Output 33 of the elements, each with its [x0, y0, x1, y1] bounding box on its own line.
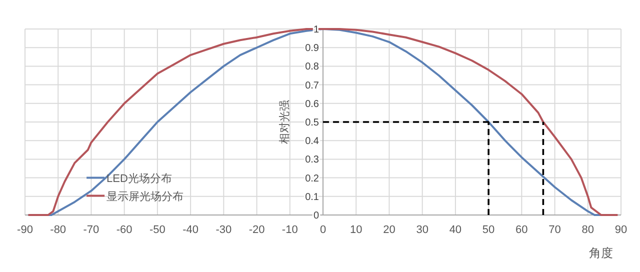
- y-tick-label: 0.9: [305, 43, 320, 54]
- x-tick-label: 10: [350, 224, 362, 236]
- x-tick-label: 60: [516, 224, 528, 236]
- x-tick-label: -60: [116, 224, 132, 236]
- x-tick-label: -50: [149, 224, 166, 236]
- y-tick-label: 0.4: [305, 136, 320, 148]
- x-tick-label: -40: [182, 224, 199, 236]
- x-tick-label: 20: [383, 224, 396, 236]
- x-tick-label: 30: [416, 224, 428, 236]
- x-tick-label: -30: [216, 224, 232, 236]
- y-tick-label: 0.3: [305, 154, 320, 166]
- x-tick-label: 70: [548, 224, 561, 236]
- y-tick-label: 0.7: [305, 80, 320, 92]
- y-tick-label: 0: [313, 210, 320, 222]
- y-tick-label: 0.8: [305, 62, 320, 73]
- y-tick-label: 1: [313, 24, 320, 36]
- x-tick-label: -10: [282, 224, 298, 236]
- x-tick-label: 50: [482, 224, 495, 236]
- y-axis-title: 相对光强: [278, 100, 291, 144]
- x-tick-label: 90: [614, 224, 628, 236]
- x-tick-label: -20: [248, 224, 265, 236]
- y-tick-label: 0.5: [305, 118, 320, 128]
- legend-label: LED光场分布: [106, 172, 172, 185]
- x-axis-title: 角度: [589, 246, 613, 260]
- x-tick-label: -90: [17, 224, 33, 236]
- x-tick-label: -70: [83, 224, 100, 236]
- y-tick-label: 0.1: [305, 192, 320, 203]
- x-tick-label: -80: [50, 224, 66, 236]
- x-tick-label: 80: [582, 224, 594, 236]
- x-tick-label: 40: [449, 224, 462, 236]
- legend-label: 显示屏光场分布: [106, 190, 184, 203]
- y-tick-label: 0.6: [305, 98, 320, 110]
- y-tick-label: 0.2: [305, 173, 320, 184]
